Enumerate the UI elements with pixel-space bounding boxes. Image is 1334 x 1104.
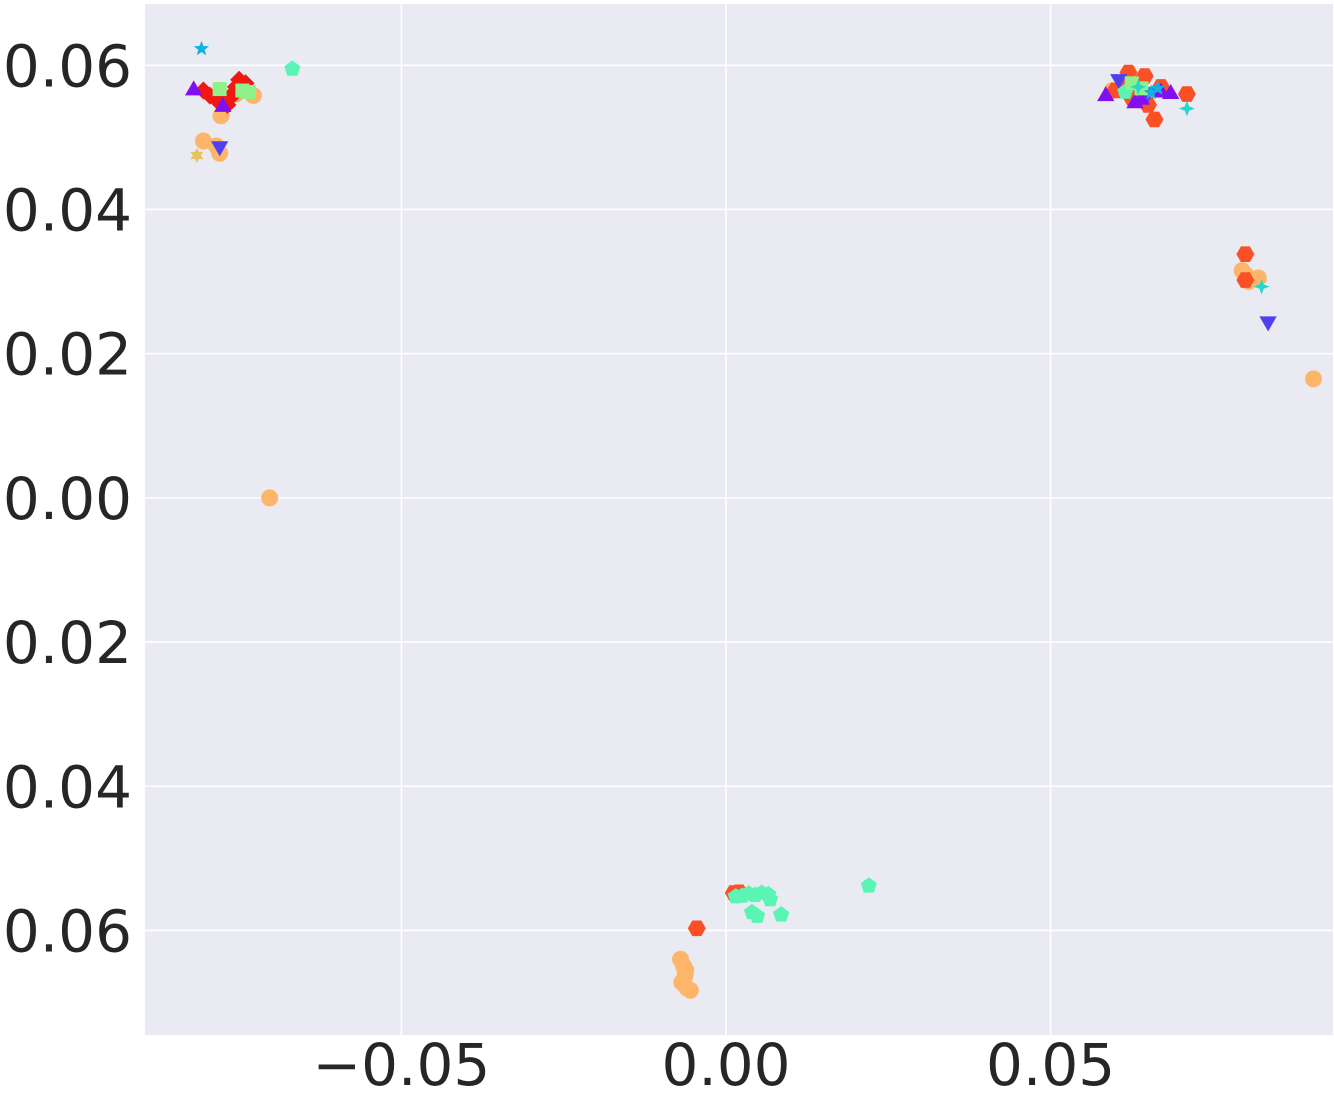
data-point-triangle-up: [1097, 86, 1115, 102]
data-point-star: [193, 40, 210, 56]
x-tick-label: 0.05: [986, 1031, 1115, 1099]
grid-lines: [145, 4, 1333, 1035]
data-point-triangle-up: [1126, 93, 1144, 109]
data-point-triangle-down: [211, 141, 229, 157]
y-tick-label: −0.06: [0, 897, 132, 965]
data-point-triangle-down: [1110, 74, 1128, 90]
data-points: [185, 40, 1323, 999]
y-tick-labels: 0.06 0.04 0.02 0.00 −0.02 −0.04 −0.06: [0, 32, 132, 965]
data-point-pentagon: [284, 60, 301, 76]
data-point-circle: [261, 489, 279, 507]
data-point-pentagon: [762, 891, 779, 907]
data-point-triangle-up: [214, 96, 232, 112]
data-point-star: [1150, 80, 1166, 95]
y-tick-label: 0.04: [3, 176, 132, 244]
data-point-pentagon: [773, 906, 790, 922]
data-point-hexagon: [687, 920, 706, 937]
data-point-star6: [190, 147, 204, 163]
data-point-square: [241, 84, 256, 99]
data-point-pentagon: [860, 877, 877, 893]
y-tick-label: −0.02: [0, 609, 132, 677]
data-point-star: [1143, 84, 1159, 100]
data-point-circle: [681, 981, 699, 999]
data-point-hexagon: [1177, 86, 1196, 102]
x-tick-labels: −0.05 0.00 0.05: [313, 1031, 1116, 1099]
data-point-square: [212, 82, 227, 97]
data-point-triangle-up: [1162, 84, 1180, 99]
y-tick-label: 0.00: [3, 465, 132, 533]
y-tick-label: 0.06: [3, 32, 132, 100]
x-tick-label: −0.05: [313, 1031, 491, 1099]
data-point-circle: [194, 132, 212, 150]
data-point-circle: [1305, 370, 1323, 388]
data-point-triangle-down: [1259, 316, 1277, 332]
y-tick-label: −0.04: [0, 753, 132, 821]
plot-background: [145, 4, 1333, 1035]
data-point-hexagon: [1135, 68, 1154, 84]
data-point-circle: [677, 961, 695, 979]
data-point-pentagon: [749, 907, 766, 923]
data-point-hexagon: [1236, 246, 1255, 262]
data-point-hexagon: [1145, 111, 1164, 128]
data-point-plus: [1253, 278, 1270, 295]
data-point-triangle-up: [185, 80, 203, 96]
data-point-plus: [1130, 78, 1147, 95]
data-point-hexagon: [1236, 272, 1255, 288]
y-tick-label: 0.02: [3, 321, 132, 389]
data-point-plus: [1178, 100, 1195, 117]
x-tick-label: 0.00: [661, 1031, 790, 1099]
